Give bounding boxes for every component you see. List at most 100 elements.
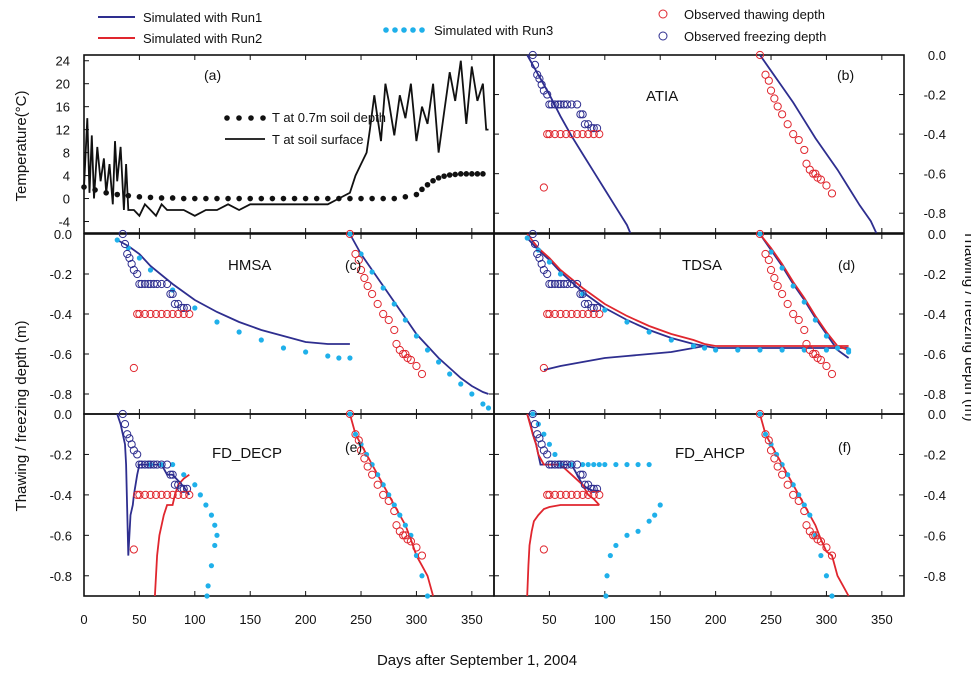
panel-e-title: FD_DECP	[212, 445, 282, 462]
observed-point-observed-thawing-depth	[401, 531, 410, 540]
series-point-simulated-with-run3	[192, 305, 198, 311]
series-point-t-at-0-7m-soil-depth	[435, 175, 442, 181]
series-point-simulated-with-run3-thawing-	[773, 451, 780, 458]
series-point-simulated-with-run3-thawing-	[480, 401, 486, 407]
series-point-simulated-with-run3-thawing-	[823, 333, 830, 339]
series-point-simulated-with-run3	[624, 532, 630, 538]
observed-point-observed-freezing-depth	[554, 279, 563, 289]
depth-tick-label-left: 0.0	[54, 407, 72, 422]
observed-point-observed-freezing-depth	[567, 279, 576, 289]
x-tick-label: 300	[406, 612, 428, 627]
observed-point-observed-thawing-depth	[140, 309, 150, 319]
series-point-simulated-with-run3	[823, 347, 830, 353]
observed-point-observed-thawing-depth	[379, 309, 388, 319]
observed-point-observed-thawing-depth	[584, 309, 593, 319]
series-point-t-at-0-7m-soil-depth	[324, 195, 331, 202]
observed-point-observed-thawing-depth	[550, 309, 560, 319]
series-point-t-at-0-7m-soil-depth	[419, 186, 425, 193]
series-point-t-at-0-7m-soil-depth	[369, 195, 375, 202]
legend: Simulated with Run1 Simulated with Run2 …	[98, 7, 826, 46]
observed-point-observed-freezing-depth	[135, 460, 144, 469]
legend-thaw-label: Observed thawing depth	[684, 7, 825, 22]
panel-a-legend	[224, 115, 266, 140]
depth-tick-label-left: -0.2	[50, 447, 72, 462]
series-point-simulated-with-run3	[646, 461, 652, 468]
series-point-simulated-with-run3-thawing-	[845, 349, 852, 355]
observed-point-observed-freezing-depth	[535, 74, 544, 83]
observed-point-observed-thawing-depth	[356, 265, 366, 275]
series-point-simulated-with-run3-thawing-	[790, 283, 796, 289]
series-point-simulated-with-run3	[204, 593, 210, 599]
series-point-simulated-with-run3-thawing-	[807, 512, 813, 518]
panel-f-title: FD_AHCP	[675, 445, 745, 462]
observed-point-observed-thawing-depth	[589, 309, 598, 319]
observed-point-observed-thawing-depth	[764, 255, 773, 265]
panel-f-series	[526, 409, 850, 599]
observed-point-observed-thawing-depth	[354, 255, 363, 265]
series-point-simulated-with-run3	[668, 337, 674, 343]
series-point-simulated-with-run3	[546, 259, 553, 265]
series-point-t-at-0-7m-soil-depth	[457, 171, 464, 177]
observed-point-observed-thawing-depth	[146, 309, 155, 319]
series-line-simulated-with-run2-lower-branch-	[526, 504, 600, 597]
x-tick-label: 250	[760, 612, 782, 627]
observed-point-observed-thawing-depth	[573, 490, 582, 499]
panel-d-title: TDSA	[682, 257, 722, 274]
x-tick-label: 350	[871, 612, 893, 627]
observed-point-observed-freezing-depth	[528, 50, 537, 60]
series-point-simulated-with-run3-thawing-	[402, 522, 408, 528]
series-point-simulated-with-run3	[603, 593, 609, 599]
observed-point-observed-thawing-depth	[412, 543, 421, 552]
observed-point-observed-freezing-depth	[528, 409, 537, 419]
series-point-simulated-with-run3	[613, 542, 619, 549]
observed-point-observed-freezing-depth	[127, 259, 136, 269]
series-point-t-at-0-7m-soil-depth	[180, 195, 187, 202]
series-point-simulated-with-run3-thawing-	[757, 231, 763, 237]
series-point-t-at-0-7m-soil-depth	[280, 195, 287, 202]
observed-point-observed-thawing-depth	[539, 545, 548, 554]
series-point-t-at-0-7m-soil-depth	[413, 191, 420, 198]
observed-point-observed-freezing-depth	[556, 279, 565, 289]
observed-point-observed-freezing-depth	[589, 124, 598, 133]
x-tick-label: 150	[239, 612, 261, 627]
series-point-simulated-with-run3	[713, 347, 719, 353]
observed-point-observed-thawing-depth	[412, 361, 421, 371]
observed-point-observed-freezing-depth	[547, 460, 556, 469]
series-point-simulated-with-run3-thawing-	[801, 502, 807, 508]
observed-point-observed-thawing-depth	[543, 490, 552, 499]
series-point-t-at-0-7m-soil-depth	[158, 195, 165, 201]
observed-point-observed-freezing-depth	[153, 460, 162, 469]
observed-point-observed-freezing-depth	[123, 430, 132, 439]
observed-point-observed-thawing-depth	[135, 490, 144, 499]
observed-point-observed-thawing-depth	[351, 430, 360, 439]
depth-tick-label-right: 0.0	[928, 227, 946, 242]
observed-point-observed-freezing-depth	[559, 279, 568, 289]
series-point-simulated-with-run3	[701, 345, 708, 351]
temperature-tick-label: 0	[63, 192, 70, 207]
x-tick-label: 100	[594, 612, 616, 627]
y-axis-title-depth-left: Thawing / freezing depth (m)	[13, 321, 30, 512]
series-point-simulated-with-run3	[602, 307, 608, 313]
observed-point-observed-freezing-depth	[580, 120, 589, 129]
temperature-tick-label: 8	[63, 146, 70, 161]
series-point-simulated-with-run3-thawing-	[419, 573, 425, 579]
observed-point-observed-freezing-depth	[567, 460, 576, 469]
x-tick-label: 250	[350, 612, 372, 627]
observed-point-observed-freezing-depth	[179, 303, 188, 313]
observed-point-observed-thawing-depth	[163, 309, 172, 319]
observed-point-observed-freezing-depth	[179, 484, 188, 493]
observed-point-observed-freezing-depth	[118, 409, 127, 419]
series-point-simulated-with-run3-thawing-	[785, 472, 791, 478]
observed-point-observed-freezing-depth	[573, 460, 582, 469]
observed-point-observed-freezing-depth	[163, 279, 172, 289]
observed-point-observed-thawing-depth	[816, 355, 825, 365]
observed-point-observed-thawing-depth	[133, 490, 142, 499]
observed-point-observed-thawing-depth	[561, 490, 571, 499]
series-point-simulated-with-run3-thawing-	[386, 492, 392, 498]
observed-point-observed-thawing-depth	[545, 130, 554, 139]
observed-point-observed-freezing-depth	[137, 460, 146, 469]
observed-point-observed-freezing-depth	[576, 110, 585, 119]
observed-point-observed-thawing-depth	[129, 363, 138, 373]
observed-point-observed-freezing-depth	[140, 460, 150, 469]
